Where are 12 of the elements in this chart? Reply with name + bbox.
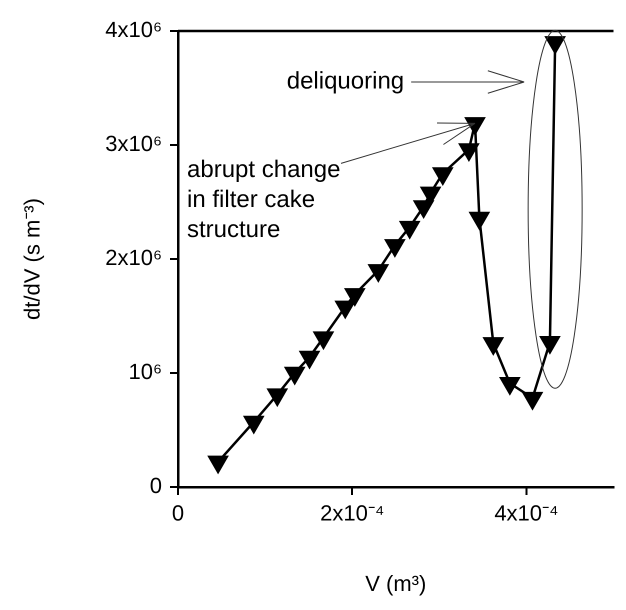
x-axis-title: V (m³) <box>365 570 426 596</box>
y-tick-label: 4x10⁶ <box>105 17 162 42</box>
annotation: abrupt change in filter cake structure <box>187 156 340 243</box>
y-axis-title: dt/dV (s m⁻³) <box>19 198 44 320</box>
y-tick-label: 0 <box>150 473 162 498</box>
y-tick-label: 10⁶ <box>128 359 162 384</box>
annotation: deliquoring <box>286 68 404 95</box>
x-tick-label: 0 <box>172 500 184 526</box>
x-tick-label: 4x10⁻⁴ <box>494 500 558 526</box>
y-tick-label: 3x10⁶ <box>105 131 162 156</box>
x-tick-label: 2x10⁻⁴ <box>320 500 384 526</box>
y-tick-label: 2x10⁶ <box>105 245 162 270</box>
